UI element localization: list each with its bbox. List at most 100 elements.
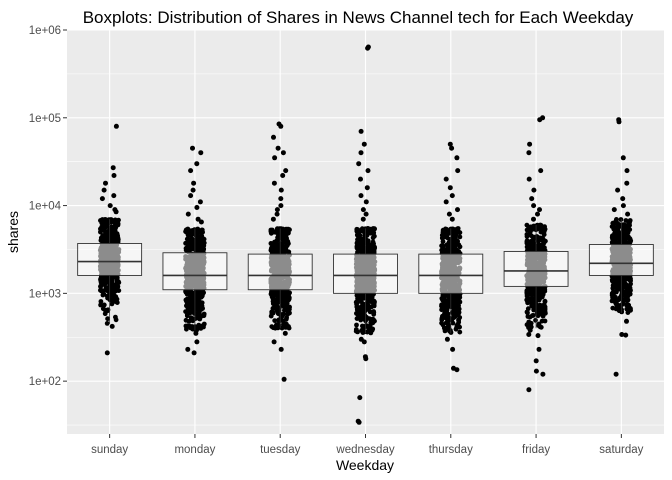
outlier-point	[449, 216, 455, 222]
jitter-point	[625, 310, 631, 315]
jitter-point	[451, 295, 457, 301]
jitter-point	[113, 298, 119, 303]
jitter-point	[199, 227, 205, 233]
x-axis: sunday monday tuesday wednesday thursday frid…	[91, 434, 644, 456]
jitter-point	[611, 283, 616, 289]
outlier-point	[364, 185, 370, 191]
jitter-point	[98, 302, 103, 308]
jitter-point	[625, 223, 631, 228]
jitter-point	[536, 288, 542, 294]
jitter-point	[362, 235, 368, 241]
jitter-point	[540, 238, 546, 243]
outlier-point	[531, 203, 537, 209]
jitter-point	[268, 241, 274, 246]
box-iqr	[162, 252, 228, 291]
jitter-point	[103, 224, 109, 230]
jitter-point	[370, 235, 376, 241]
outlier-point	[278, 187, 284, 193]
outlier-points	[99, 44, 631, 425]
jitter-point	[627, 218, 633, 223]
outlier-point	[110, 165, 116, 171]
outlier-point	[531, 216, 536, 222]
outlier-point	[526, 176, 532, 182]
box-wednesday	[333, 228, 398, 334]
outlier-point	[620, 203, 626, 209]
jitter-point	[622, 289, 628, 295]
outlier-point	[526, 332, 532, 337]
jitter-point	[275, 226, 280, 232]
outlier-point	[363, 199, 369, 205]
jitter-point	[440, 230, 446, 236]
jitter-point	[115, 238, 121, 244]
jitter-point	[526, 319, 532, 325]
jitter-point	[199, 233, 204, 239]
jitter-point	[287, 290, 292, 296]
box-thursday	[418, 228, 484, 334]
box-iqr	[503, 251, 569, 287]
outlier-point	[280, 150, 286, 156]
jitter-point	[272, 325, 278, 331]
y-tick-label: 1e+03	[29, 288, 61, 300]
outlier-point	[104, 350, 110, 356]
jitter-point	[360, 323, 365, 329]
jitter-point	[442, 311, 447, 316]
jitter-point	[536, 321, 542, 327]
outlier-point	[531, 187, 537, 193]
outlier-point	[99, 196, 105, 202]
jitter-point	[112, 217, 118, 223]
jitter-point	[369, 249, 375, 254]
jitter-point	[110, 285, 116, 291]
outlier-point	[278, 196, 284, 202]
outlier-point	[455, 207, 460, 213]
jitter-point	[542, 298, 548, 304]
jitter-point	[268, 247, 274, 253]
jitter-point	[285, 311, 291, 316]
outlier-point	[449, 145, 455, 151]
outlier-point	[194, 161, 200, 167]
jitter-point	[284, 315, 289, 321]
jitter-point	[617, 223, 623, 229]
jitter-point	[184, 301, 190, 306]
outlier-point	[620, 196, 626, 202]
jitter-point	[191, 290, 197, 296]
jitter-point	[199, 323, 205, 329]
outlier-point	[526, 150, 532, 156]
jitter-point	[624, 302, 629, 308]
outlier-point	[449, 193, 455, 199]
x-axis-title: Weekday	[336, 457, 394, 473]
jitter-point	[103, 228, 108, 234]
jitter-point	[530, 313, 536, 318]
jitter-point	[621, 224, 627, 230]
outlier-point	[271, 339, 277, 345]
box-iqr	[333, 253, 398, 294]
outlier-point	[447, 141, 453, 147]
jitter-point	[269, 309, 275, 315]
jitter-point	[453, 304, 459, 310]
outlier-point	[280, 173, 286, 178]
jitter-point	[191, 241, 197, 247]
outlier-point	[611, 207, 617, 213]
jitter-point	[609, 235, 615, 240]
outlier-point	[271, 134, 276, 140]
jitter-point	[616, 308, 622, 314]
jitter-point	[457, 295, 463, 300]
chart-title: Boxplots: Distribution of Shares in News…	[83, 8, 634, 27]
jitter-point	[610, 296, 616, 302]
outlier-point	[356, 419, 362, 425]
outlier-point	[526, 387, 532, 393]
outlier-point	[443, 199, 449, 205]
outlier-point	[363, 356, 369, 362]
jitter-point	[455, 226, 461, 231]
jitter-point	[196, 247, 202, 253]
jitter-point	[457, 234, 463, 240]
outlier-point	[278, 123, 284, 129]
outlier-point	[533, 358, 539, 364]
jitter-point	[355, 329, 360, 335]
jitter-point	[610, 305, 616, 311]
outlier-point	[270, 216, 276, 222]
outlier-point	[185, 346, 191, 352]
jitter-point	[354, 322, 359, 328]
y-axis: 1e+02 1e+03 1e+04 1e+05 1e+06	[29, 25, 67, 388]
jitter-point	[618, 217, 624, 222]
